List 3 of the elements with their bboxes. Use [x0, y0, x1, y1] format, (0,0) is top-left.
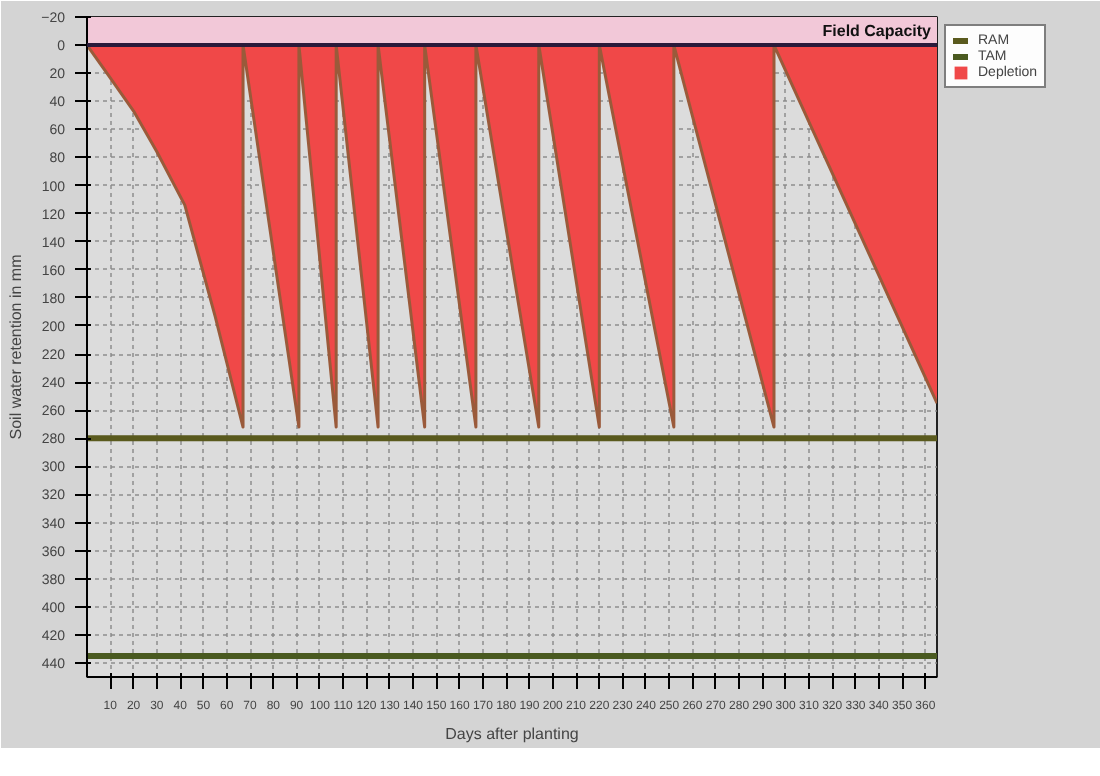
y-axis-title: Soil water retention in mm: [7, 253, 26, 440]
x-axis-title: Days after planting: [445, 725, 579, 743]
band-label: Field Capacity: [822, 22, 933, 41]
